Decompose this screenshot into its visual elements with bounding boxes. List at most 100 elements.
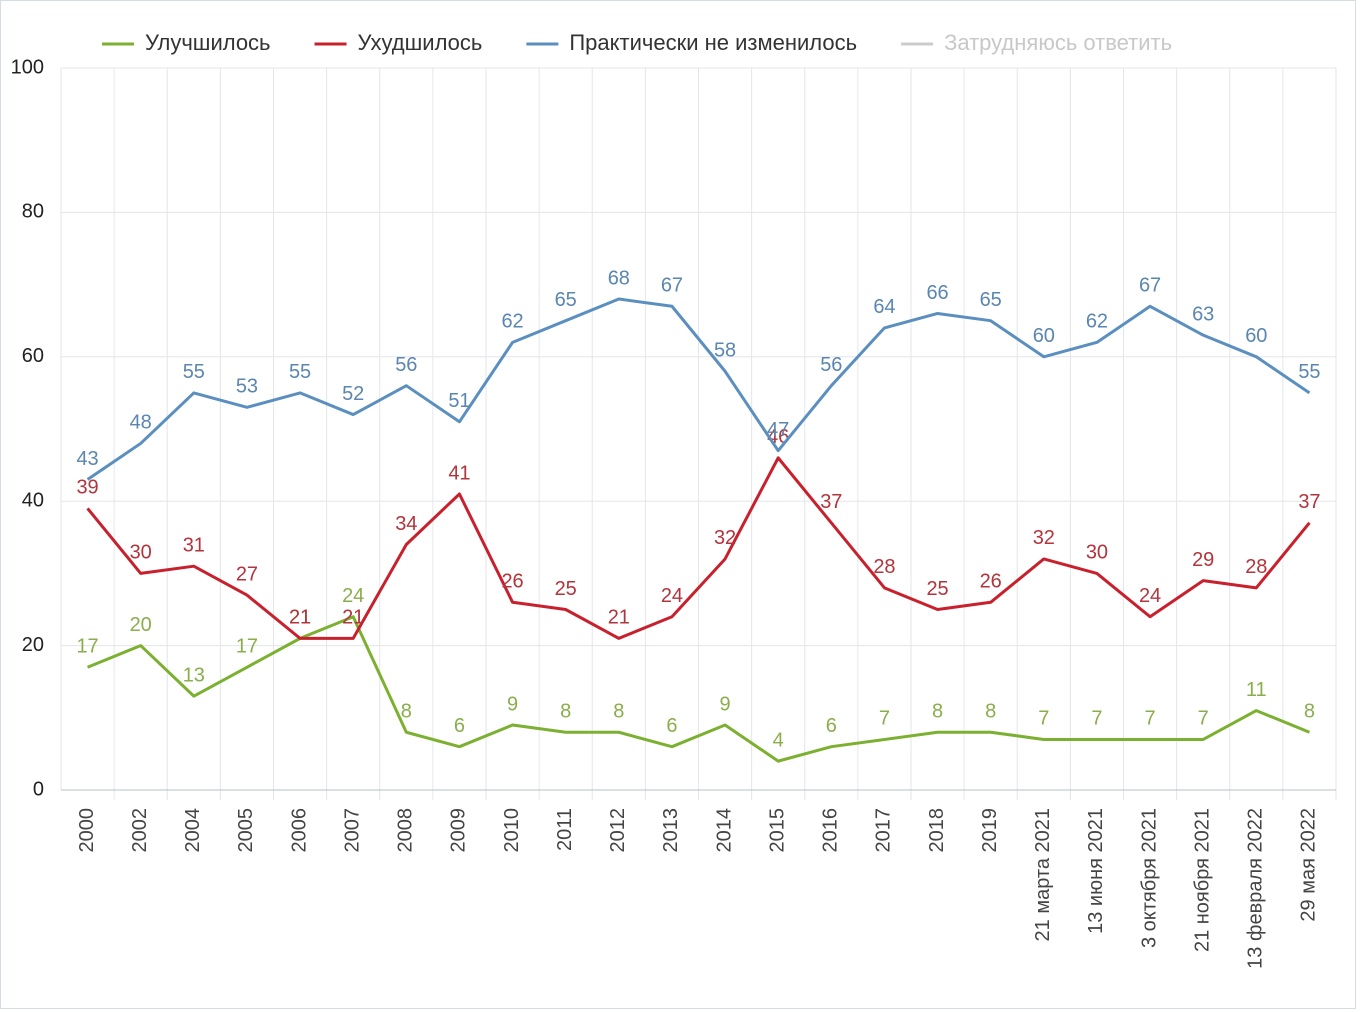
y-tick-label: 40 — [22, 489, 44, 511]
x-tick-label: 21 марта 2021 — [1032, 808, 1054, 941]
data-label: 60 — [1245, 325, 1267, 347]
data-label: 62 — [1086, 311, 1108, 333]
data-label: 24 — [661, 585, 683, 607]
x-tick-label: 21 ноября 2021 — [1191, 808, 1213, 952]
data-label: 8 — [560, 701, 571, 723]
series-line — [86, 297, 1311, 481]
y-tick-label: 60 — [22, 345, 44, 367]
data-label: 6 — [454, 715, 465, 737]
data-label: 34 — [395, 513, 417, 535]
data-label: 26 — [980, 571, 1002, 593]
series-line — [86, 615, 1311, 763]
data-label: 21 — [289, 607, 311, 629]
x-tick-label: 2005 — [235, 808, 257, 853]
data-label: 7 — [1145, 708, 1156, 730]
data-label: 9 — [507, 693, 518, 715]
data-label: 60 — [1033, 325, 1055, 347]
data-label: 25 — [555, 578, 577, 600]
data-label: 32 — [1033, 527, 1055, 549]
data-label: 21 — [342, 607, 364, 629]
x-tick-label: 2008 — [395, 808, 417, 853]
x-tick-label: 2014 — [713, 808, 735, 853]
y-tick-label: 20 — [22, 634, 44, 656]
x-tick-label: 2015 — [766, 808, 788, 853]
y-tick-label: 0 — [33, 778, 44, 800]
data-label: 58 — [714, 340, 736, 362]
data-label: 37 — [1298, 491, 1320, 513]
data-label: 27 — [236, 563, 258, 585]
data-label: 32 — [714, 527, 736, 549]
data-label: 25 — [926, 578, 948, 600]
legend-item[interactable]: Ухудшилось — [358, 30, 483, 55]
x-tick-label: 2018 — [926, 808, 948, 853]
data-label: 21 — [289, 607, 311, 629]
data-label: 67 — [661, 275, 683, 297]
data-label: 30 — [1086, 542, 1108, 564]
data-label: 55 — [1298, 361, 1320, 383]
data-label: 29 — [1192, 549, 1214, 571]
data-label: 8 — [401, 701, 412, 723]
data-label: 17 — [236, 636, 258, 658]
data-label: 55 — [183, 361, 205, 383]
x-tick-label: 2012 — [607, 808, 629, 853]
data-label: 68 — [608, 267, 630, 289]
data-label: 8 — [613, 701, 624, 723]
data-label: 52 — [342, 383, 364, 405]
data-label: 11 — [1246, 679, 1267, 701]
data-label: 7 — [1091, 708, 1102, 730]
data-label: 24 — [342, 585, 364, 607]
data-label: 24 — [1139, 585, 1161, 607]
x-tick-label: 2010 — [501, 808, 523, 853]
data-label: 39 — [76, 477, 98, 499]
x-tick-label: 3 октября 2021 — [1138, 808, 1160, 948]
data-label: 48 — [130, 412, 152, 434]
x-tick-label: 2002 — [129, 808, 151, 853]
x-tick-label: 2011 — [554, 808, 576, 851]
data-label: 17 — [76, 636, 98, 658]
data-label: 65 — [555, 289, 577, 311]
data-label: 30 — [130, 542, 152, 564]
data-label: 66 — [926, 282, 948, 304]
data-label: 56 — [820, 354, 842, 376]
x-tick-label: 2006 — [288, 808, 310, 853]
y-tick-label: 100 — [11, 56, 44, 78]
data-label: 43 — [76, 448, 98, 470]
legend-item[interactable]: Затрудняюсь ответить — [944, 30, 1172, 55]
x-tick-label: 2004 — [182, 808, 204, 853]
x-tick-label: 2007 — [341, 808, 363, 853]
legend-item[interactable]: Улучшилось — [145, 30, 271, 55]
data-label: 7 — [1198, 708, 1209, 730]
x-tick-label: 2019 — [979, 808, 1001, 853]
data-label: 8 — [932, 701, 943, 723]
data-label: 28 — [873, 556, 895, 578]
x-tick-label: 13 февраля 2022 — [1245, 808, 1267, 969]
data-label: 21 — [608, 607, 630, 629]
x-tick-label: 2017 — [873, 808, 895, 853]
x-tick-label: 2009 — [448, 808, 470, 853]
data-label: 6 — [666, 715, 677, 737]
data-label: 64 — [873, 296, 895, 318]
x-tick-label: 2013 — [660, 808, 682, 853]
data-label: 9 — [720, 693, 731, 715]
data-label: 28 — [1245, 556, 1267, 578]
data-label: 67 — [1139, 275, 1161, 297]
data-label: 37 — [820, 491, 842, 513]
series-line — [86, 456, 1311, 640]
data-label: 31 — [183, 534, 205, 556]
data-label: 13 — [183, 664, 205, 686]
data-label: 6 — [826, 715, 837, 737]
x-tick-label: 2000 — [76, 808, 98, 853]
data-label: 51 — [448, 390, 470, 412]
data-label: 8 — [1304, 701, 1315, 723]
data-label: 56 — [395, 354, 417, 376]
x-tick-label: 13 июня 2021 — [1085, 808, 1107, 934]
data-label: 26 — [501, 571, 523, 593]
data-label: 20 — [130, 614, 152, 636]
x-tick-label: 2016 — [820, 808, 842, 853]
data-label: 8 — [985, 701, 996, 723]
data-label: 41 — [448, 462, 470, 484]
legend-item[interactable]: Практически не изменилось — [569, 30, 857, 55]
y-tick-label: 80 — [22, 201, 44, 223]
